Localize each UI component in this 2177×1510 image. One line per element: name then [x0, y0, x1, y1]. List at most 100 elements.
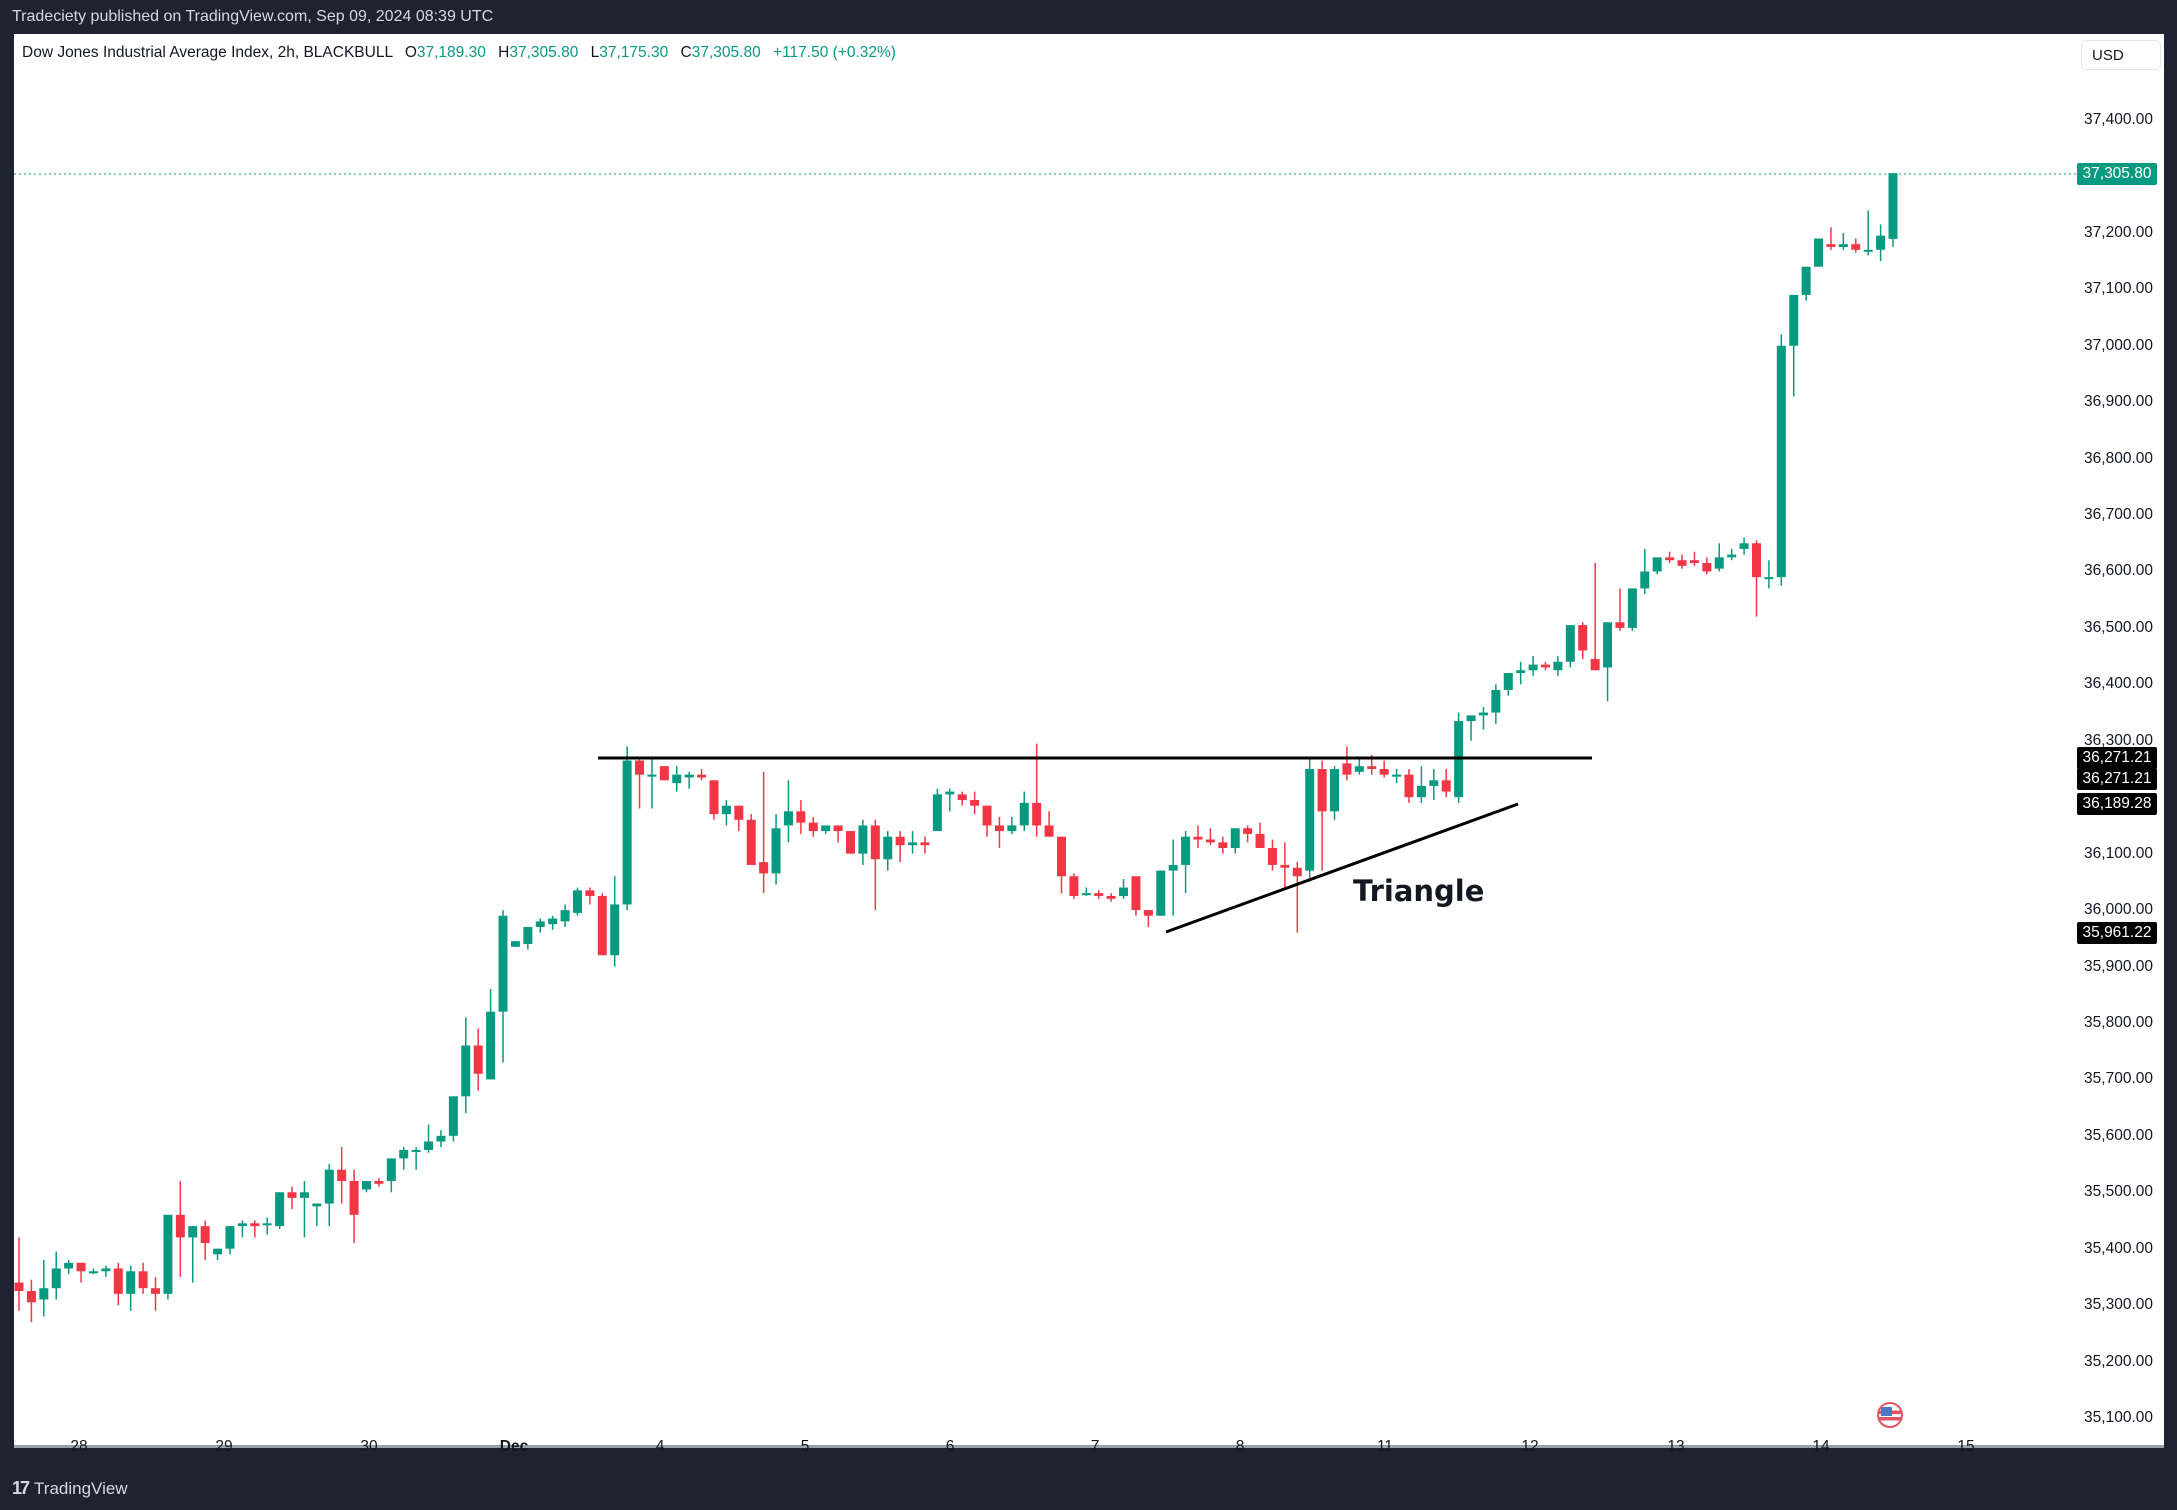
bearish-candle: [1032, 802, 1042, 826]
bearish-candle: [635, 760, 645, 775]
bullish-candle: [424, 1141, 434, 1150]
price-tick: 35,600.00: [2084, 1126, 2153, 1144]
trendline-start-tag: 35,961.22: [2077, 922, 2157, 944]
bullish-candle: [498, 915, 508, 1012]
price-tick: 35,100.00: [2084, 1409, 2153, 1426]
bullish-candle: [163, 1214, 173, 1294]
time-tick: 30: [360, 1438, 378, 1455]
publisher-line: Tradeciety published on TradingView.com,…: [0, 0, 2177, 34]
bullish-candle: [1863, 249, 1873, 252]
bearish-candle: [175, 1214, 185, 1238]
time-tick: 8: [1235, 1438, 1245, 1455]
open-value: 37,189.30: [416, 44, 486, 61]
trendline[interactable]: [1165, 802, 1519, 934]
price-tick: 35,500.00: [2084, 1183, 2153, 1201]
bearish-candle: [709, 780, 719, 815]
bearish-candle: [1441, 780, 1451, 792]
currency-button[interactable]: USD: [2081, 40, 2161, 70]
time-tick: 6: [945, 1438, 955, 1455]
bullish-candle: [126, 1271, 136, 1294]
bullish-candle: [1516, 670, 1526, 674]
bearish-candle: [1367, 766, 1377, 769]
bullish-candle: [101, 1268, 111, 1272]
bullish-candle: [1714, 557, 1724, 569]
resistance-tag-2: 36,271.21: [2077, 768, 2157, 790]
bullish-candle: [1119, 887, 1129, 896]
bearish-candle: [1255, 833, 1265, 849]
bearish-candle: [337, 1169, 347, 1181]
bullish-candle: [1888, 173, 1898, 239]
high-value: 37,305.80: [509, 44, 579, 61]
last-price-tag: 37,305.80: [2077, 163, 2157, 185]
price-tick: 35,300.00: [2084, 1296, 2153, 1314]
bullish-candle: [486, 1011, 496, 1080]
time-tick: 13: [1667, 1438, 1685, 1455]
bearish-candle: [1677, 560, 1687, 566]
bullish-candle: [1230, 828, 1240, 849]
bearish-candle: [833, 825, 843, 832]
time-tick: Dec: [499, 1438, 529, 1455]
price-tick: 36,300.00: [2084, 731, 2153, 749]
bullish-candle: [1429, 780, 1439, 786]
price-tick: 35,400.00: [2084, 1239, 2153, 1257]
price-tick: 35,900.00: [2084, 957, 2153, 975]
bullish-candle: [1640, 571, 1650, 589]
us-flag-event-icon[interactable]: [1877, 1402, 1903, 1428]
bullish-candle: [448, 1096, 458, 1136]
bullish-candle: [523, 927, 533, 944]
bearish-candle: [734, 805, 744, 820]
bearish-candle: [1689, 560, 1699, 564]
bullish-candle: [213, 1248, 223, 1255]
bullish-candle: [858, 825, 868, 854]
bullish-candle: [1019, 802, 1029, 826]
triangle-label: Triangle: [1353, 874, 1485, 908]
price-tick: 36,000.00: [2084, 901, 2153, 919]
bearish-candle: [287, 1192, 297, 1198]
tradingview-logo-icon: 17: [12, 1478, 30, 1498]
time-tick: 5: [800, 1438, 810, 1455]
bullish-candle: [88, 1271, 98, 1274]
bullish-candle: [610, 904, 620, 956]
bullish-candle: [1789, 294, 1799, 346]
bullish-candle: [572, 890, 582, 913]
bearish-candle: [1131, 876, 1141, 911]
bearish-candle: [1379, 769, 1389, 775]
bearish-candle: [1143, 910, 1153, 916]
bullish-candle: [1330, 769, 1340, 812]
bearish-candle: [1280, 864, 1290, 868]
bearish-candle: [1069, 876, 1079, 896]
bullish-candle: [1603, 622, 1613, 668]
bearish-candle: [1044, 825, 1054, 837]
price-tick: 35,200.00: [2084, 1352, 2153, 1370]
bearish-candle: [200, 1226, 210, 1244]
bullish-candle: [1007, 825, 1017, 832]
bullish-candle: [1727, 554, 1737, 558]
bearish-candle: [14, 1282, 24, 1292]
bullish-candle: [386, 1158, 396, 1181]
bullish-candle: [560, 910, 570, 922]
bearish-candle: [1094, 893, 1104, 896]
bearish-candle: [585, 890, 595, 896]
bearish-candle: [970, 800, 980, 806]
time-tick: 11: [1376, 1438, 1394, 1455]
bullish-candle: [237, 1223, 247, 1227]
bullish-candle: [1739, 543, 1749, 549]
bullish-candle: [821, 825, 831, 832]
bearish-candle: [920, 842, 930, 846]
bearish-candle: [994, 825, 1004, 832]
bullish-candle: [510, 941, 520, 947]
bearish-candle: [26, 1291, 36, 1303]
bullish-candle: [39, 1288, 49, 1300]
bullish-candle: [721, 805, 731, 815]
bullish-candle: [1168, 864, 1178, 871]
bullish-candle: [411, 1149, 421, 1152]
bearish-candle: [746, 819, 756, 865]
bearish-candle: [151, 1288, 161, 1294]
price-tick: 37,400.00: [2084, 111, 2153, 128]
bullish-candle: [1528, 664, 1538, 671]
bearish-candle: [113, 1268, 123, 1294]
bullish-candle: [262, 1223, 272, 1226]
bearish-candle: [1702, 563, 1712, 572]
price-tick: 36,600.00: [2084, 562, 2153, 580]
